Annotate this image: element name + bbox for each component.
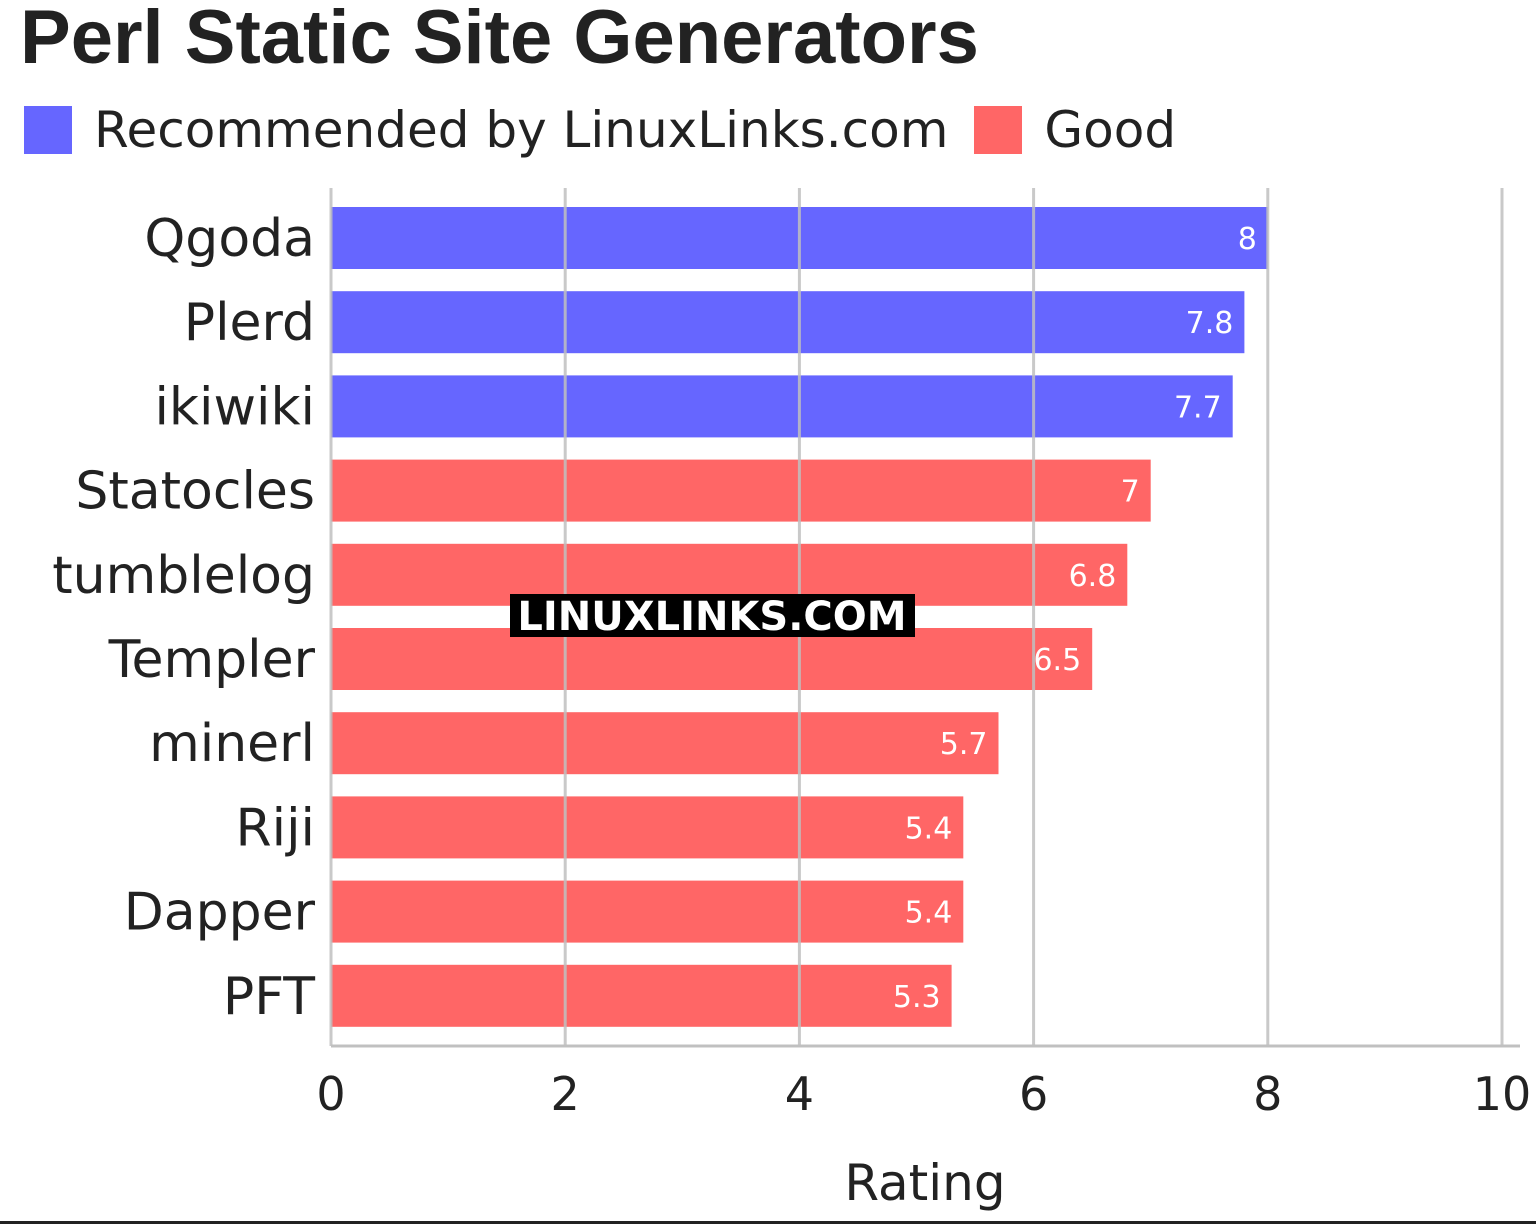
x-tick-label-4: 4 bbox=[785, 1067, 814, 1121]
x-tick-label-10: 10 bbox=[1473, 1067, 1532, 1121]
category-label-ikiwiki: ikiwiki bbox=[154, 377, 315, 437]
value-label-pft: 5.3 bbox=[893, 980, 941, 1015]
bar-dapper bbox=[331, 880, 964, 943]
value-label-dapper: 5.4 bbox=[905, 896, 953, 931]
bottom-divider bbox=[0, 1221, 1536, 1224]
legend: Recommended by LinuxLinks.com Good bbox=[24, 100, 1202, 160]
bar-plerd bbox=[331, 291, 1245, 354]
category-label-minerl: minerl bbox=[149, 714, 315, 774]
value-label-tumblelog: 6.8 bbox=[1069, 559, 1117, 594]
watermark-background bbox=[510, 594, 915, 637]
bar-pft bbox=[331, 964, 952, 1027]
legend-item-recommended: Recommended by LinuxLinks.com bbox=[24, 101, 948, 159]
x-tick-label-2: 2 bbox=[551, 1067, 580, 1121]
bar-templer bbox=[331, 628, 1093, 690]
category-label-statocles: Statocles bbox=[75, 462, 315, 522]
chart-title: Perl Static Site Generators bbox=[20, 0, 979, 80]
category-label-templer: Templer bbox=[108, 630, 316, 690]
x-tick-label-0: 0 bbox=[316, 1067, 345, 1121]
bar-minerl bbox=[331, 712, 999, 775]
legend-swatch-good bbox=[974, 106, 1023, 154]
category-label-dapper: Dapper bbox=[124, 883, 316, 943]
legend-label-recommended: Recommended by LinuxLinks.com bbox=[94, 101, 949, 159]
legend-item-good: Good bbox=[974, 101, 1176, 159]
bar-statocles bbox=[331, 459, 1151, 522]
watermark-text: LINUXLINKS.COM bbox=[517, 594, 906, 640]
x-axis-title: Rating bbox=[844, 1154, 1005, 1212]
value-label-riji: 5.4 bbox=[905, 811, 953, 846]
legend-swatch-recommended bbox=[24, 106, 72, 154]
x-tick-label-6: 6 bbox=[1019, 1067, 1048, 1121]
value-label-statocles: 7 bbox=[1121, 475, 1140, 510]
value-label-templer: 6.5 bbox=[1033, 643, 1081, 678]
legend-label-good: Good bbox=[1044, 101, 1177, 159]
value-label-plerd: 7.8 bbox=[1186, 306, 1234, 341]
category-label-pft: PFT bbox=[223, 967, 315, 1027]
x-tick-label-8: 8 bbox=[1253, 1067, 1282, 1121]
value-label-ikiwiki: 7.7 bbox=[1174, 390, 1222, 425]
value-label-minerl: 5.7 bbox=[940, 727, 988, 762]
category-label-plerd: Plerd bbox=[184, 293, 315, 353]
value-label-qgoda: 8 bbox=[1238, 222, 1257, 257]
category-label-riji: Riji bbox=[236, 798, 315, 858]
category-label-qgoda: Qgoda bbox=[144, 209, 315, 269]
category-label-tumblelog: tumblelog bbox=[52, 546, 315, 606]
bar-riji bbox=[331, 796, 964, 859]
bar-ikiwiki bbox=[331, 375, 1233, 438]
